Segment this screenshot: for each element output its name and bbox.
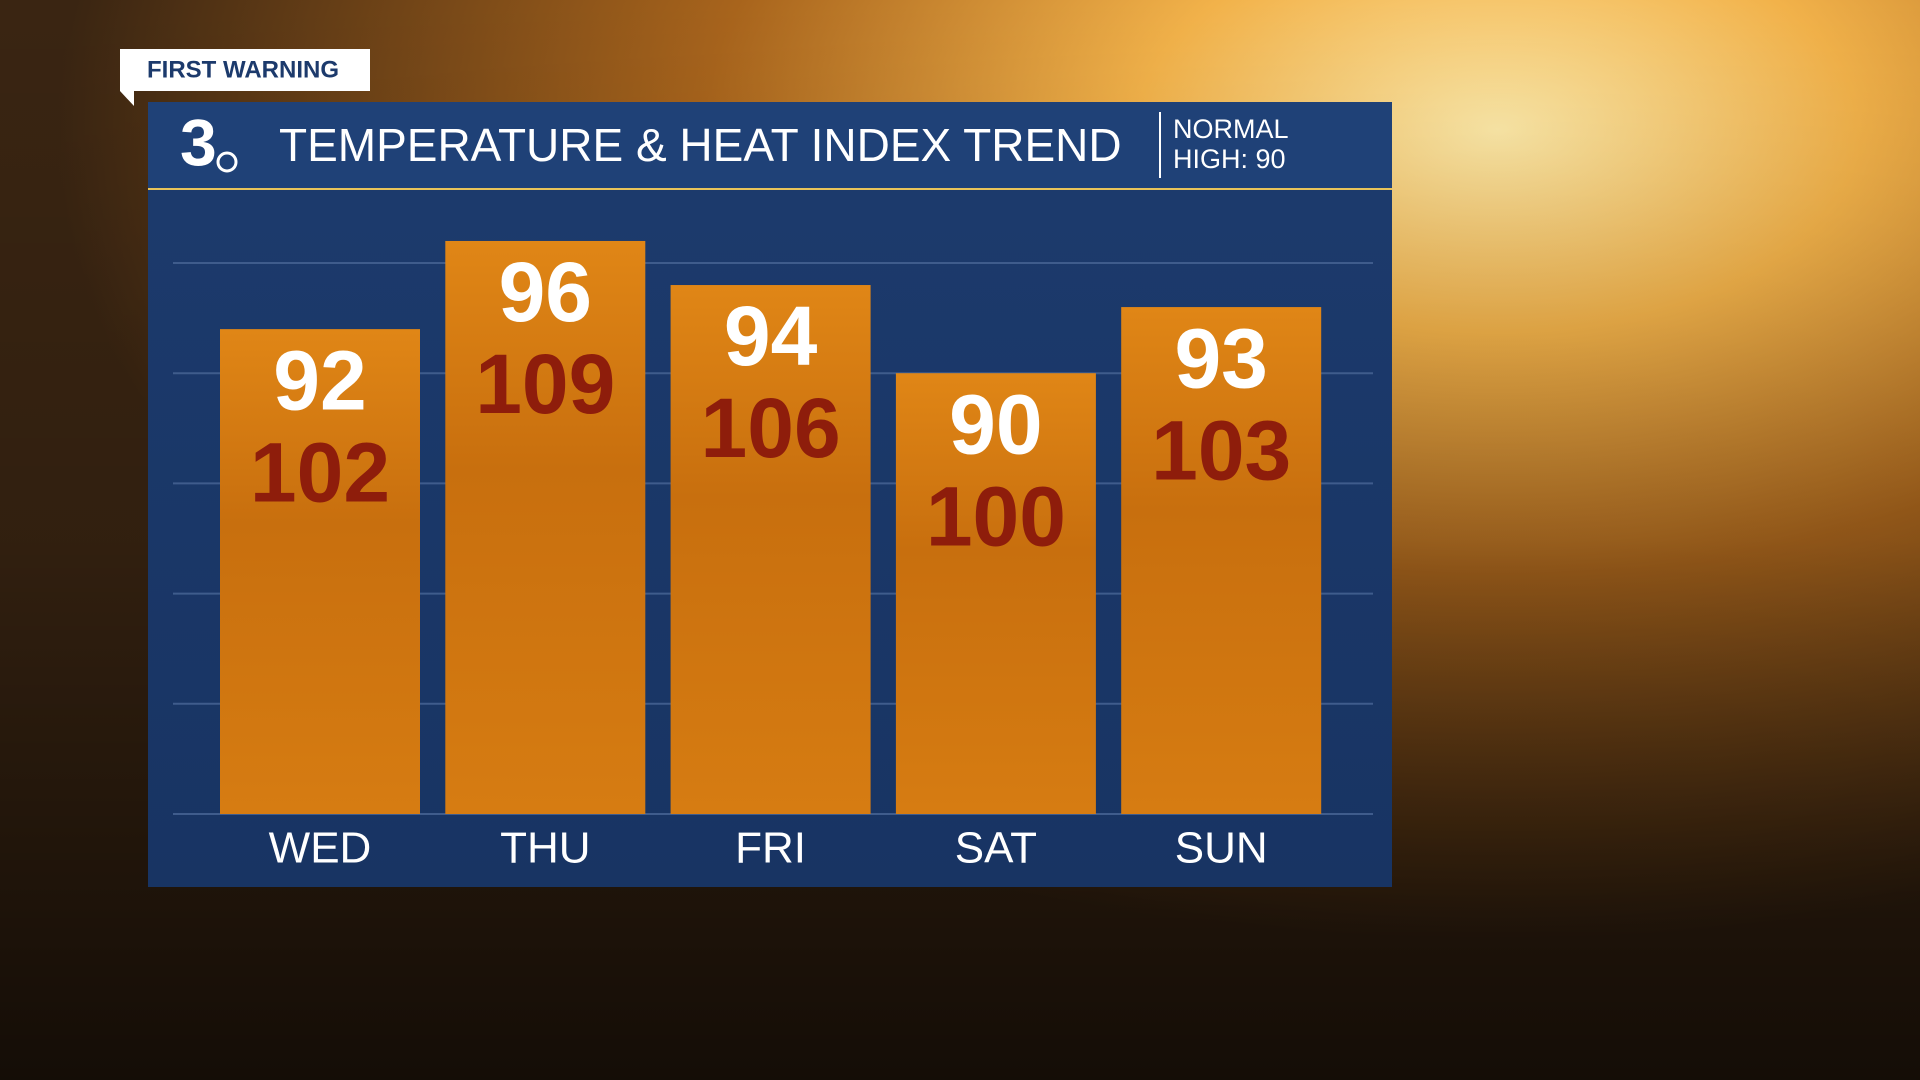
temperature-label: 94	[724, 289, 818, 383]
temperature-label: 96	[499, 245, 592, 339]
logo-eye	[216, 151, 238, 173]
heat-index-label: 106	[701, 381, 841, 475]
x-tick-label: SAT	[955, 824, 1037, 873]
bar	[895, 373, 1096, 814]
header-bar	[148, 102, 1392, 190]
heat-index-label: 103	[1151, 403, 1291, 497]
temperature-label: 90	[949, 377, 1042, 471]
bar	[1121, 307, 1322, 814]
x-tick-label: THU	[500, 824, 590, 873]
bar	[220, 329, 420, 814]
temperature-label: 92	[273, 333, 366, 427]
annotation: HIGH: 90	[1173, 144, 1286, 174]
annotation: NORMAL	[1173, 114, 1289, 144]
heat-index-label: 102	[250, 425, 390, 519]
heat-index-label: 109	[475, 337, 615, 431]
x-tick-label: FRI	[735, 824, 806, 873]
chart-title: TEMPERATURE & HEAT INDEX TREND	[279, 119, 1122, 171]
header-rule	[148, 188, 1392, 190]
bar	[445, 240, 646, 814]
brand-logo: 3	[180, 105, 217, 179]
bar	[670, 285, 871, 814]
temperature-label: 93	[1174, 311, 1267, 405]
x-tick-label: SUN	[1175, 824, 1268, 873]
x-tick-label: WED	[269, 824, 372, 873]
tag: FIRST WARNING	[147, 56, 339, 83]
tag-box	[120, 49, 370, 106]
heat-index-label: 100	[926, 469, 1066, 563]
